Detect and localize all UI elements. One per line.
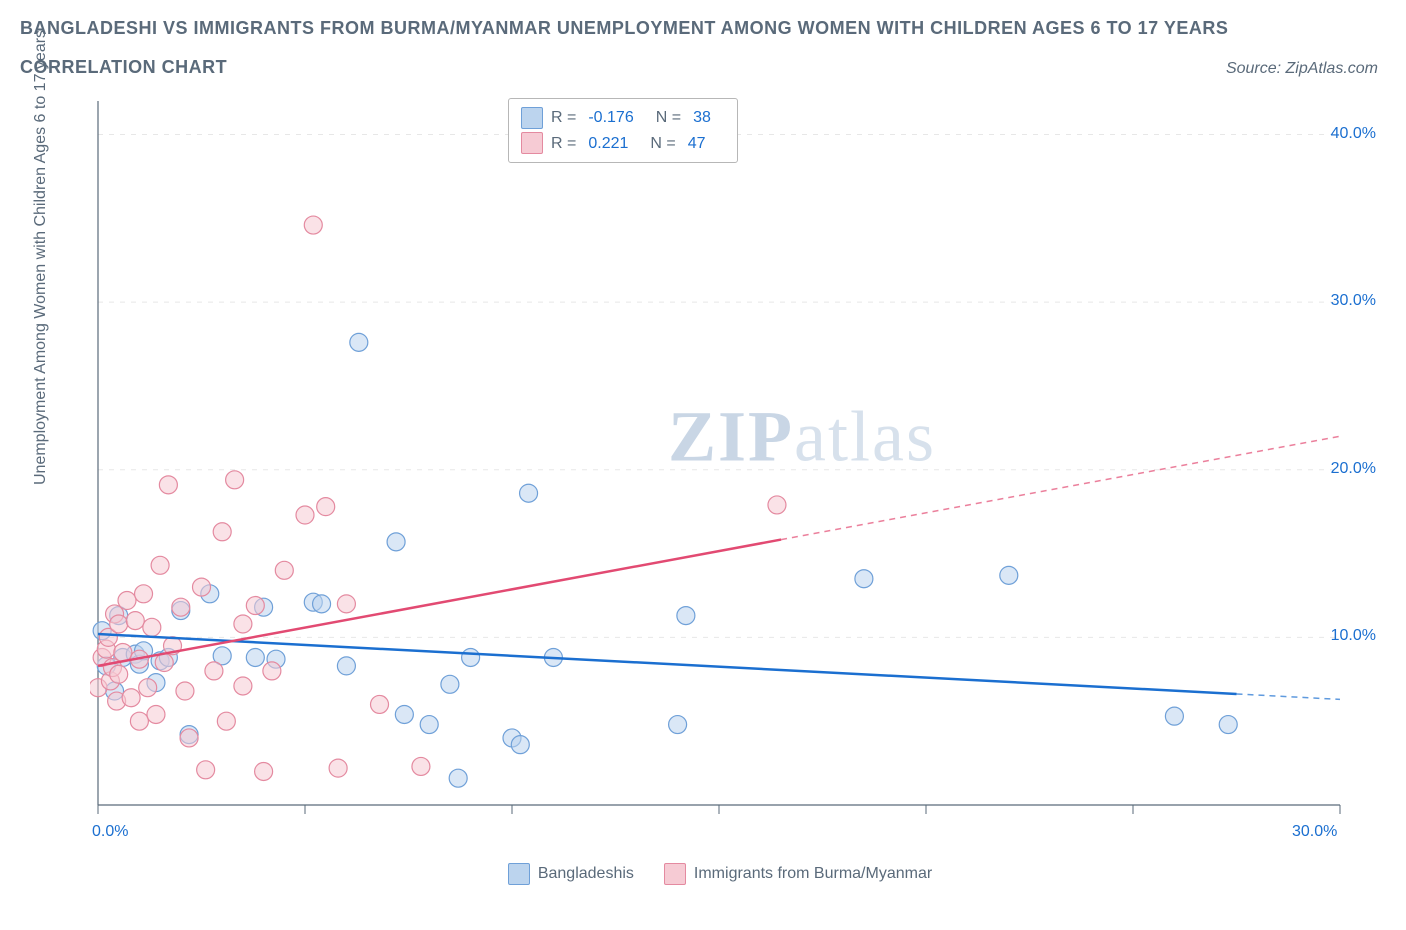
n-label: N = — [650, 131, 675, 157]
y-tick-label: 40.0% — [1331, 125, 1376, 143]
legend-swatch — [664, 863, 686, 885]
chart-title-1: BANGLADESHI VS IMMIGRANTS FROM BURMA/MYA… — [20, 18, 1386, 39]
stats-legend-row: R = 0.221 N = 47 — [521, 131, 725, 157]
chart-area: Unemployment Among Women with Children A… — [60, 95, 1380, 885]
plot-svg — [90, 95, 1380, 855]
r-value: 0.221 — [584, 131, 642, 157]
y-axis-label: Unemployment Among Women with Children A… — [32, 30, 50, 485]
y-tick-label: 10.0% — [1331, 627, 1376, 645]
stats-legend-row: R = -0.176 N = 38 — [521, 105, 725, 131]
y-tick-label: 20.0% — [1331, 460, 1376, 478]
x-tick-label: 0.0% — [92, 823, 128, 841]
series-label: Immigrants from Burma/Myanmar — [694, 865, 932, 883]
scatter-plot: ZIPatlas R =-0.176N =38R =0.221N =47 0.0… — [90, 95, 1380, 855]
legend-swatch — [508, 863, 530, 885]
r-label: R = — [551, 105, 576, 131]
n-value: 47 — [684, 131, 720, 157]
legend-swatch — [521, 132, 543, 154]
n-value: 38 — [689, 105, 725, 131]
series-legend: Bangladeshis Immigrants from Burma/Myanma… — [60, 863, 1380, 885]
r-label: R = — [551, 131, 576, 157]
series-label: Bangladeshis — [538, 865, 634, 883]
x-tick-label: 30.0% — [1292, 823, 1337, 841]
series-legend-item: Bangladeshis — [508, 863, 634, 885]
chart-title-2: CORRELATION CHART — [20, 57, 1386, 78]
source-attribution: Source: ZipAtlas.com — [1226, 60, 1378, 78]
legend-swatch — [521, 107, 543, 129]
series-legend-item: Immigrants from Burma/Myanmar — [664, 863, 932, 885]
n-label: N = — [656, 105, 681, 131]
r-value: -0.176 — [584, 105, 647, 131]
y-tick-label: 30.0% — [1331, 292, 1376, 310]
stats-legend: R =-0.176N =38R =0.221N =47 — [508, 98, 738, 163]
